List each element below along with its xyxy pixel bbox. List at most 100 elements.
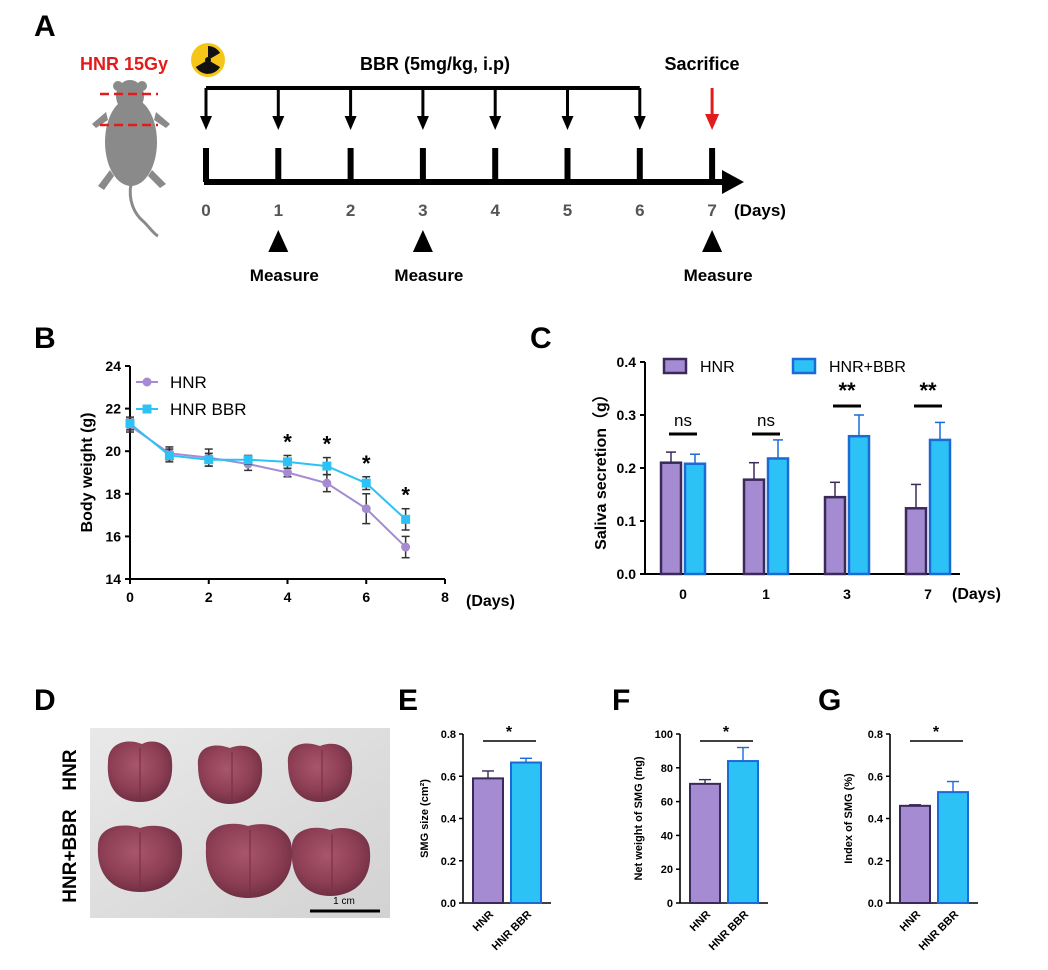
scale-bar-label: 1 cm: [333, 896, 355, 907]
y-axis-label: SMG size (cm²): [419, 779, 431, 858]
significance-star-0: *: [283, 429, 292, 454]
injection-arrowhead-5: [561, 116, 574, 130]
panel-e-label: E: [398, 684, 418, 717]
y-tick-label-1: 0.2: [441, 856, 456, 868]
panel-c-label: C: [530, 322, 552, 355]
significance-label-2: **: [838, 378, 856, 403]
x-tick-label-1: 2: [205, 589, 213, 605]
y-tick-label-3: 0.6: [868, 771, 883, 783]
y-tick-label-5: 24: [105, 358, 121, 374]
mouse-icon: [92, 80, 170, 238]
significance-star-3: *: [401, 483, 410, 508]
y-tick-label-0: 0.0: [617, 566, 637, 582]
smg-photo: 1 cm: [90, 728, 390, 918]
bar-0-2: [823, 495, 847, 576]
x-tick-label-4: 8: [441, 589, 449, 605]
bar-0: [899, 804, 931, 905]
y-axis-label: Body weight (g): [79, 413, 96, 533]
y-tick-label-2: 0.2: [617, 460, 637, 476]
bar-1: [727, 760, 759, 904]
y-tick-label-4: 80: [661, 763, 673, 775]
x-tick-label-2: 4: [284, 589, 292, 605]
smg-net-weight-chart: 0 20 40 60 80 100 Net weight of SMG (mg) HNRHNR…: [633, 724, 768, 953]
x-axis-label: (Days): [466, 593, 515, 610]
days-unit-label: (Days): [734, 201, 786, 220]
y-tick-label-3: 0.3: [617, 407, 637, 423]
series-0-point-6: [361, 504, 371, 514]
injection-arrowhead-4: [489, 116, 502, 130]
day-label-6: 6: [635, 201, 644, 220]
gland-hnr-3: [287, 743, 353, 802]
panel-d: D HNR HNR+BBR: [34, 684, 390, 918]
panel-a: A HNR 15Gy BBR (5mg/kg, i.p) Sacrifice 0…: [34, 10, 786, 285]
x-tick-label-0: 0: [126, 589, 134, 605]
injection-arrowhead-0: [200, 116, 212, 130]
day-label-4: 4: [490, 201, 500, 220]
bar-1-0: [683, 462, 707, 576]
day-label-2: 2: [346, 201, 355, 220]
bar-0-1: [742, 478, 766, 576]
measure-triangle-3: [412, 230, 433, 252]
measure-triangle-1: [268, 230, 289, 252]
panel-c: C 0.0 0.1 0.2 0.3 0.4 Saliva secretion（g） 0 ns 1…: [530, 322, 1001, 603]
significance-label-1: ns: [757, 411, 775, 430]
y-axis-label: Saliva secretion（g）: [592, 386, 610, 550]
series-line-0: [129, 424, 407, 548]
bar-1-3: [928, 438, 952, 576]
legend-label-1: HNR BBR: [170, 400, 247, 419]
panel-f-label: F: [612, 684, 630, 717]
x-tick-label-0: HNR: [471, 909, 496, 934]
x-tick-label-3: 7: [924, 586, 932, 602]
legend-marker-1: [142, 404, 152, 414]
series-1-point-6: [361, 478, 371, 488]
y-tick-label-3: 60: [661, 797, 673, 809]
legend-swatch-0: [662, 357, 688, 375]
y-tick-label-0: 14: [105, 571, 121, 587]
day-label-3: 3: [418, 201, 427, 220]
gland-hnr-1: [107, 741, 173, 802]
y-tick-label-2: 0.4: [441, 814, 457, 826]
measure-label-3: Measure: [394, 266, 463, 285]
series-0-point-7: [401, 542, 411, 552]
significance-star-1: *: [323, 432, 332, 457]
day-label-7: 7: [707, 201, 716, 220]
x-tick-label-3: 6: [362, 589, 370, 605]
bar-0: [472, 777, 504, 904]
hnr-dose-label: HNR 15Gy: [80, 54, 168, 74]
injection-arrowhead-2: [344, 116, 357, 130]
series-1-point-5: [322, 461, 332, 471]
significance-star: *: [723, 724, 730, 741]
panel-d-label: D: [34, 684, 56, 717]
x-tick-label-1: HNR BBR: [707, 909, 751, 953]
x-unit-label: (Days): [952, 586, 1001, 603]
saliva-secretion-chart: 0.0 0.1 0.2 0.3 0.4 Saliva secretion（g） 0 ns 1 ns…: [592, 354, 1001, 603]
y-tick-label-4: 0.8: [441, 729, 456, 741]
series-1-point-0: [125, 419, 135, 429]
gland-hnr-bbr-1: [97, 825, 183, 892]
series-1-point-2: [204, 455, 214, 465]
injection-arrowhead-1: [272, 116, 285, 130]
x-tick-label-1: HNR BBR: [917, 909, 961, 953]
x-tick-label-0: HNR: [688, 909, 713, 934]
panel-f: F 0 20 40 60 80 100 Net weight of SMG (mg) HNRH…: [612, 684, 768, 953]
day-label-5: 5: [563, 201, 572, 220]
y-tick-label-4: 0.4: [617, 354, 637, 370]
gland-hnr-bbr-3: [291, 827, 371, 896]
x-tick-label-1: HNR BBR: [490, 909, 534, 953]
treatment-label: BBR (5mg/kg, i.p): [360, 54, 510, 74]
y-tick-label-2: 18: [105, 486, 121, 502]
legend-swatch-1: [791, 357, 817, 375]
y-tick-label-1: 0.2: [868, 856, 883, 868]
y-axis-label: Net weight of SMG (mg): [633, 756, 645, 880]
significance-star: *: [506, 724, 513, 741]
y-tick-label-5: 100: [655, 729, 673, 741]
row-label-hnr-bbr: HNR+BBR: [60, 809, 81, 903]
y-tick-label-0: 0: [667, 898, 673, 910]
y-tick-label-3: 0.6: [441, 771, 456, 783]
y-tick-label-1: 0.1: [617, 513, 637, 529]
x-tick-label-1: 1: [762, 586, 770, 602]
